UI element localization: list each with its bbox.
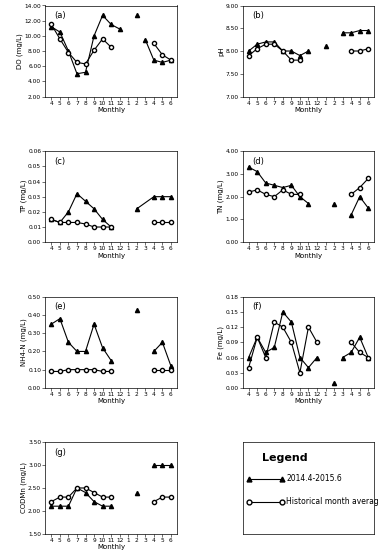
Text: Legend: Legend [262,453,308,464]
X-axis label: Monthly: Monthly [97,544,125,550]
Y-axis label: NH4-N (mg/L): NH4-N (mg/L) [20,318,27,366]
Text: (a): (a) [54,11,66,20]
Text: (b): (b) [252,11,264,20]
Text: (c): (c) [54,157,66,166]
Text: (f): (f) [252,302,261,311]
Y-axis label: pH: pH [218,46,224,56]
Y-axis label: TP (mg/L): TP (mg/L) [20,180,27,213]
X-axis label: Monthly: Monthly [97,253,125,258]
Text: (g): (g) [54,448,67,457]
Y-axis label: DO (mg/L): DO (mg/L) [17,33,23,69]
Y-axis label: TN (mg/L): TN (mg/L) [217,179,224,214]
X-axis label: Monthly: Monthly [294,253,322,258]
Text: Historical month average value: Historical month average value [286,497,378,506]
X-axis label: Monthly: Monthly [294,398,322,404]
X-axis label: Monthly: Monthly [294,107,322,113]
X-axis label: Monthly: Monthly [97,107,125,113]
Y-axis label: CODMn (mg/L): CODMn (mg/L) [20,463,27,514]
Text: (d): (d) [252,157,264,166]
X-axis label: Monthly: Monthly [97,398,125,404]
Text: 2014.4-2015.6: 2014.4-2015.6 [286,475,342,483]
Y-axis label: Fe (mg/L): Fe (mg/L) [217,326,224,359]
Text: (e): (e) [54,302,66,311]
